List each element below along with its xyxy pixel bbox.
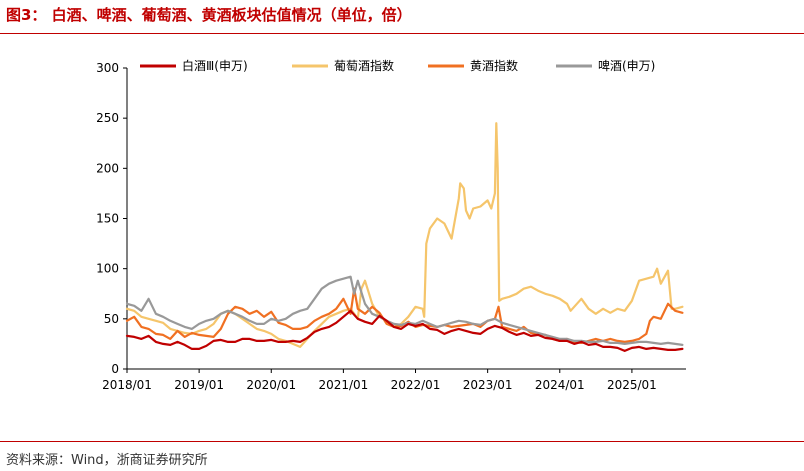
y-tick-label: 250 bbox=[96, 111, 119, 125]
x-tick-label: 2025/01 bbox=[607, 378, 657, 392]
x-tick-label: 2020/01 bbox=[246, 378, 296, 392]
series-line-0 bbox=[125, 309, 684, 352]
series-line-1 bbox=[125, 122, 684, 348]
y-tick-label: 200 bbox=[96, 161, 119, 175]
x-tick-label: 2019/01 bbox=[174, 378, 224, 392]
y-tick-label: 300 bbox=[96, 61, 119, 75]
legend-label-0: 白酒Ⅲ(申万) bbox=[182, 58, 248, 73]
figure-title: 图3： 白酒、啤酒、葡萄酒、黄酒板块估值情况（单位，倍） bbox=[6, 6, 412, 24]
source-rule bbox=[0, 441, 804, 442]
x-tick-label: 2018/01 bbox=[102, 378, 152, 392]
series-line-3 bbox=[125, 275, 684, 346]
chart-axes: 0 50 100 150 200 250 300 2018/01 2019/01 2020/01 2… bbox=[96, 61, 686, 392]
chart-legend: 白酒Ⅲ(申万) 葡萄酒指数 黄酒指数 啤酒(申万) bbox=[140, 58, 655, 73]
title-rule bbox=[0, 33, 804, 34]
legend-label-3: 啤酒(申万) bbox=[598, 58, 655, 73]
y-tick-label: 150 bbox=[96, 212, 119, 226]
legend-label-1: 葡萄酒指数 bbox=[334, 58, 394, 73]
y-tick-label: 50 bbox=[104, 312, 119, 326]
line-chart: 0 50 100 150 200 250 300 2018/01 2019/01 2020/01 2… bbox=[96, 58, 686, 392]
source-note: 资料来源：Wind，浙商证券研究所 bbox=[6, 453, 208, 468]
x-tick-label: 2024/01 bbox=[535, 378, 585, 392]
x-tick-label: 2021/01 bbox=[318, 378, 368, 392]
x-tick-label: 2022/01 bbox=[391, 378, 441, 392]
x-tick-label: 2023/01 bbox=[463, 378, 513, 392]
chart-series bbox=[125, 122, 684, 352]
series-line-2 bbox=[125, 287, 684, 344]
legend-label-2: 黄酒指数 bbox=[470, 58, 518, 73]
y-tick-label: 0 bbox=[111, 362, 119, 376]
y-tick-label: 100 bbox=[96, 262, 119, 276]
